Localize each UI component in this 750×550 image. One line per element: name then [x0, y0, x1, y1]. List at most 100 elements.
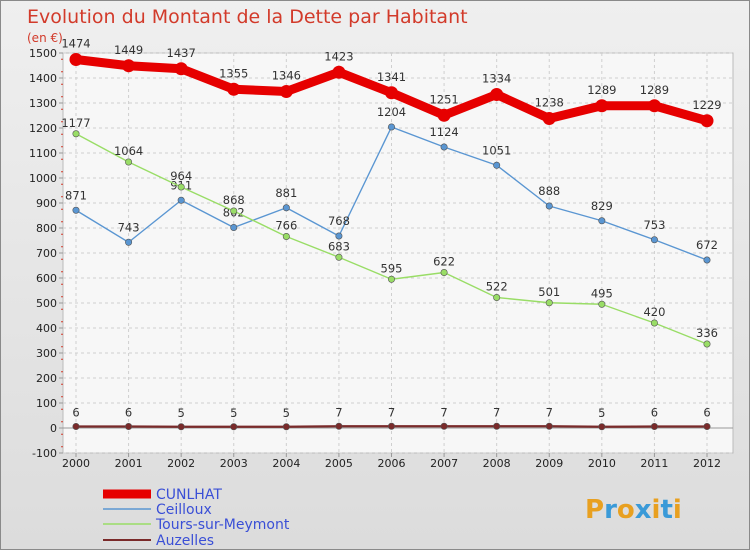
data-label: 1124: [429, 125, 458, 139]
data-point: [703, 340, 711, 348]
data-label: 7: [546, 405, 553, 419]
y-tick-label: 100: [36, 397, 57, 410]
x-axis: 2000 2001 2002 2003 2004 2005 2006 2007 2008 2009…: [62, 453, 721, 470]
data-point: [595, 99, 609, 113]
data-label: 1251: [429, 92, 458, 106]
data-label: 672: [696, 238, 718, 252]
y-axis: -100 0 100 200 300 400 500 600 700 800 900 1000 1100…: [29, 47, 63, 460]
data-point: [387, 422, 395, 430]
data-label: 829: [591, 199, 613, 213]
data-point: [650, 319, 658, 327]
data-label: 964: [170, 169, 192, 183]
data-label: 7: [388, 405, 395, 419]
data-point: [545, 422, 553, 430]
x-tick-label: 2000: [62, 457, 90, 470]
data-label: 595: [381, 261, 403, 275]
data-point: [387, 123, 395, 131]
data-label: 683: [328, 239, 350, 253]
legend-label: CUNLHAT: [156, 487, 222, 503]
data-label: 495: [591, 286, 613, 300]
data-point: [703, 256, 711, 264]
data-label: 871: [65, 188, 87, 202]
data-label: 522: [486, 280, 508, 294]
data-label: 6: [703, 406, 710, 420]
series-auzelles: 6 6 5 5 5 7 7 7 7 7 5 6 6: [72, 405, 711, 431]
chart-title: Evolution du Montant de la Dette par Hab…: [27, 6, 468, 28]
data-label: 1334: [482, 72, 511, 86]
data-point: [545, 202, 553, 210]
logo-letter: t: [660, 495, 672, 525]
data-label: 888: [538, 184, 560, 198]
data-point: [647, 99, 661, 113]
data-point: [122, 59, 136, 73]
x-tick-label: 2002: [167, 457, 195, 470]
data-point: [545, 299, 553, 307]
data-point: [598, 300, 606, 308]
y-tick-label: 1300: [29, 97, 57, 110]
legend-label: Ceilloux: [156, 502, 212, 518]
y-tick-label: 1500: [29, 47, 57, 60]
data-label: 1437: [167, 46, 196, 60]
data-label: 420: [643, 305, 665, 319]
data-label: 1229: [692, 98, 721, 112]
legend-label: Auzelles: [156, 533, 214, 549]
data-point: [230, 207, 238, 215]
data-point: [69, 53, 83, 66]
data-label: 1346: [272, 69, 301, 83]
data-point: [125, 238, 133, 246]
logo-letter: r: [604, 495, 617, 525]
data-point: [125, 422, 133, 430]
y-tick-label: 1200: [29, 122, 57, 135]
data-point: [650, 422, 658, 430]
series-group: 1474 1449 1437 1355 1346 1423 1341 1251 1334 1238…: [61, 37, 722, 431]
data-point: [493, 161, 501, 169]
data-label: 7: [440, 405, 447, 419]
x-tick-label: 2011: [640, 457, 668, 470]
data-label: 622: [433, 255, 455, 269]
x-tick-label: 2007: [430, 457, 458, 470]
data-label: 1474: [61, 37, 90, 51]
x-tick-label: 2004: [272, 457, 300, 470]
data-point: [335, 253, 343, 261]
data-point: [227, 82, 241, 96]
data-point: [493, 293, 501, 301]
data-label: 1238: [535, 96, 564, 110]
y-tick-label: 1100: [29, 147, 57, 160]
data-point: [598, 423, 606, 431]
data-point: [440, 268, 448, 276]
data-point: [703, 422, 711, 430]
data-point: [387, 275, 395, 283]
data-label: 881: [275, 186, 297, 200]
legend-label: Tours-sur-Meymont: [155, 517, 290, 533]
data-label: 1355: [219, 66, 248, 80]
data-label: 336: [696, 326, 718, 340]
data-point: [230, 423, 238, 431]
data-label: 743: [118, 220, 140, 234]
data-point: [385, 86, 398, 100]
x-tick-label: 2012: [693, 457, 721, 470]
y-tick-label: 200: [36, 372, 57, 385]
data-point: [490, 88, 504, 101]
y-tick-label: -100: [32, 447, 57, 460]
data-point: [72, 206, 80, 214]
x-tick-label: 2010: [588, 457, 616, 470]
data-label: 753: [643, 218, 665, 232]
data-label: 501: [538, 285, 560, 299]
data-label: 1289: [587, 83, 616, 97]
data-label: 766: [275, 219, 297, 233]
data-label: 1289: [640, 83, 669, 97]
y-tick-label: 500: [36, 297, 57, 310]
unit-label: (en €): [27, 31, 63, 45]
data-label: 6: [125, 406, 132, 420]
proxiti-logo: Proxiti: [585, 495, 682, 525]
data-point: [230, 224, 238, 232]
data-point: [282, 233, 290, 241]
series-tours-sur-meymont: 1177 1064 964 868 766 683 595 622 522 501 495 420 33…: [61, 116, 718, 348]
logo-letter: o: [617, 495, 635, 525]
data-label: 1204: [377, 105, 406, 119]
grid: [63, 52, 733, 454]
data-label: 768: [328, 214, 350, 228]
data-label: 868: [223, 193, 245, 207]
